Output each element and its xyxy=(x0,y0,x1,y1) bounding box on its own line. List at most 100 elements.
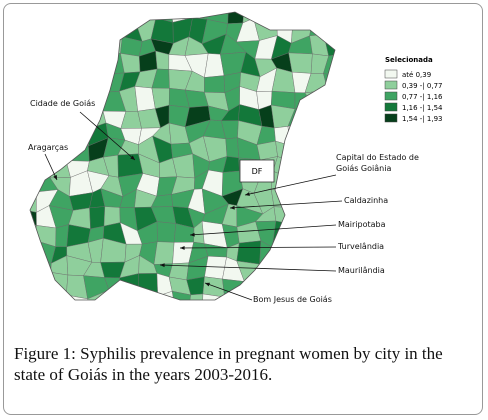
municipality xyxy=(34,272,51,300)
municipality xyxy=(102,17,126,40)
municipality xyxy=(186,312,209,330)
municipality xyxy=(305,313,330,326)
municipality xyxy=(304,254,331,280)
municipality xyxy=(87,54,103,78)
annotation-label: Caldazinha xyxy=(344,196,388,205)
municipality xyxy=(293,154,310,180)
municipality xyxy=(202,276,225,298)
municipality xyxy=(49,288,71,300)
municipality xyxy=(289,239,315,257)
municipality xyxy=(253,12,278,19)
municipality xyxy=(271,274,294,297)
municipality xyxy=(68,12,89,27)
municipality xyxy=(138,273,159,297)
municipality xyxy=(287,122,313,146)
municipality xyxy=(70,308,89,333)
municipality xyxy=(90,308,104,325)
annotation-label: Mairipotaba xyxy=(338,220,386,229)
municipality xyxy=(340,120,359,144)
municipality xyxy=(118,291,140,300)
municipality xyxy=(311,12,327,23)
municipality xyxy=(323,104,335,122)
municipality xyxy=(39,314,57,329)
annotation-arrow xyxy=(79,111,136,161)
municipality xyxy=(134,12,158,22)
municipality xyxy=(289,138,311,163)
municipality xyxy=(339,25,360,38)
municipality xyxy=(225,137,239,159)
municipality xyxy=(30,157,42,174)
municipality xyxy=(312,104,325,124)
municipality xyxy=(323,84,335,108)
legend-label: 1,54 -| 1,93 xyxy=(402,115,443,123)
annotation-label: Maurilândia xyxy=(338,266,385,275)
municipality xyxy=(67,69,93,90)
municipality xyxy=(308,137,328,156)
municipality xyxy=(37,71,52,92)
municipality xyxy=(304,211,326,232)
legend: Selecionada até 0,39 0,39 -| 0,77 0,77 -| … xyxy=(384,56,443,123)
municipalities xyxy=(30,12,364,333)
arrow-head xyxy=(230,205,235,210)
map: DF Cidade de Goiás Aragarças Capital do Es… xyxy=(28,11,443,333)
municipality xyxy=(120,311,139,326)
municipality xyxy=(100,53,125,75)
municipality xyxy=(117,12,140,22)
municipality xyxy=(304,90,329,107)
municipality xyxy=(136,291,159,300)
municipality xyxy=(30,12,36,27)
municipality xyxy=(153,241,175,265)
arrow-head xyxy=(205,282,210,287)
municipality xyxy=(40,288,55,300)
annotation-label: Turvelândia xyxy=(337,242,384,251)
municipality xyxy=(242,307,261,331)
municipality xyxy=(340,54,364,77)
municipality xyxy=(32,20,53,44)
legend-label: 1,16 -| 1,54 xyxy=(402,104,443,112)
municipality xyxy=(49,119,71,145)
municipality xyxy=(323,21,335,38)
municipality xyxy=(224,293,243,300)
municipality xyxy=(343,74,364,92)
annotations: Cidade de Goiás Aragarças Capital do Estad… xyxy=(28,99,419,304)
arrow-head xyxy=(130,155,135,160)
arrow-head xyxy=(180,246,185,250)
municipality xyxy=(54,310,71,332)
caption-text: Syphilis prevalence in pregnant women by… xyxy=(14,344,443,384)
municipality xyxy=(170,312,188,330)
municipality xyxy=(309,121,328,139)
arrow-head xyxy=(160,263,165,268)
annotation-arrow xyxy=(179,246,337,249)
annotation-label: Cidade de Goiás xyxy=(30,99,95,108)
municipality xyxy=(66,21,90,40)
municipality xyxy=(202,309,227,331)
municipality xyxy=(288,272,313,297)
municipality xyxy=(50,37,69,59)
municipality xyxy=(51,53,75,78)
municipality xyxy=(156,221,177,243)
legend-label: até 0,39 xyxy=(402,71,431,79)
municipality xyxy=(55,224,69,248)
municipality xyxy=(87,74,103,93)
municipality xyxy=(30,222,37,244)
municipality xyxy=(50,20,70,39)
municipality xyxy=(103,289,127,300)
municipality xyxy=(278,307,294,325)
annotation-label: Bom Jesus de Goiás xyxy=(253,295,332,304)
municipality xyxy=(294,313,314,326)
municipality xyxy=(339,307,357,333)
municipality xyxy=(89,38,110,59)
municipality xyxy=(48,69,75,89)
municipality xyxy=(66,37,93,59)
municipality xyxy=(52,12,72,23)
municipality xyxy=(83,16,110,40)
legend-swatch xyxy=(384,102,398,112)
municipality xyxy=(30,38,37,61)
caption: Figure 1: Syphilis prevalence in pregnan… xyxy=(14,343,476,385)
municipality xyxy=(274,12,294,24)
municipality xyxy=(104,308,127,326)
caption-label: Figure 1: xyxy=(14,344,76,363)
municipality xyxy=(30,291,42,300)
legend-swatch xyxy=(384,91,398,101)
legend-label: 0,77 -| 1,16 xyxy=(402,93,443,101)
